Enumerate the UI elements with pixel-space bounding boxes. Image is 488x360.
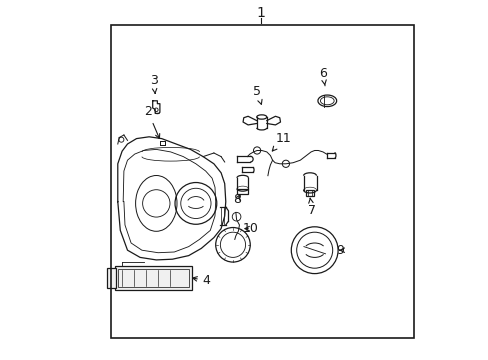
Text: 7: 7: [307, 198, 316, 217]
Bar: [305, 190, 314, 196]
Text: 11: 11: [272, 132, 291, 151]
Bar: [115, 266, 192, 290]
Bar: [237, 189, 248, 194]
Bar: [118, 269, 189, 287]
Text: 1: 1: [256, 6, 264, 19]
Text: 9: 9: [335, 244, 344, 257]
Text: 10: 10: [243, 222, 258, 235]
Text: 2: 2: [144, 105, 160, 139]
Text: 4: 4: [192, 274, 210, 287]
Bar: [111, 25, 413, 338]
Text: 8: 8: [233, 193, 241, 206]
Text: 3: 3: [149, 75, 158, 93]
Bar: [107, 268, 116, 288]
Text: 5: 5: [253, 85, 262, 104]
Text: 6: 6: [318, 67, 326, 86]
